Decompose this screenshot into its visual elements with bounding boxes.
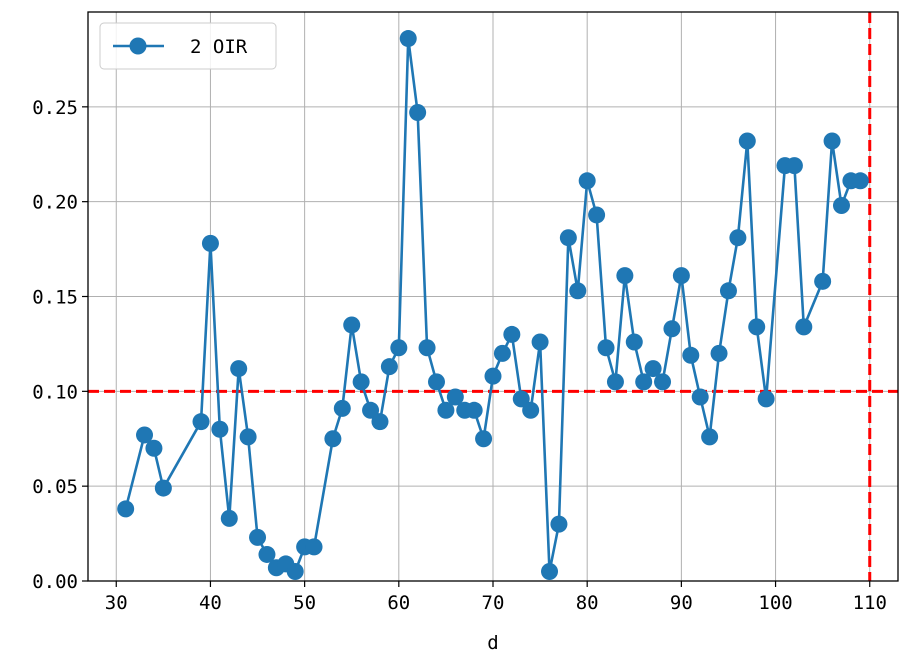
data-point [409,104,427,122]
legend-label: 2 OIR [190,36,248,58]
data-point [569,282,587,300]
data-point [851,172,869,190]
data-point [512,390,530,408]
data-point [136,426,154,444]
legend-marker [129,37,147,55]
x-tick-label: 50 [293,592,316,614]
data-point [380,358,398,376]
data-point [371,413,389,431]
axes: 30 40 50 60 70 80 90 100 110 0.00 0.05 0.10 0.15 0.20… [32,97,887,614]
data-point [832,196,850,214]
x-tick-label: 80 [576,592,599,614]
data-point [399,30,417,48]
data-point [823,132,841,150]
data-point [503,325,521,343]
data-point [437,401,455,419]
data-point [757,390,775,408]
data-point [145,439,163,457]
data-point [550,515,568,533]
data-point [230,360,248,378]
y-tick-label: 0.10 [32,381,78,403]
data-point [333,399,351,417]
x-tick-label: 110 [853,592,887,614]
y-tick-label: 0.25 [32,97,78,119]
y-tick-label: 0.00 [32,571,78,593]
data-point [710,344,728,362]
data-point [343,316,361,334]
data-point [578,172,596,190]
data-point [654,373,672,391]
data-point [117,500,135,518]
data-point [682,346,700,364]
data-point [427,373,445,391]
data-point [465,401,483,419]
data-point [729,229,747,247]
data-point [192,413,210,431]
data-point [484,367,502,385]
data-point [493,344,511,362]
data-point [249,528,267,546]
data-point [748,318,766,336]
x-axis-label: d [487,632,498,653]
data-point [362,401,380,419]
data-point [738,132,756,150]
data-point [446,388,464,406]
y-tick-label: 0.15 [32,287,78,309]
data-point [795,318,813,336]
data-point [606,373,624,391]
data-point [719,282,737,300]
data-point [785,157,803,175]
data-point [672,267,690,285]
data-point [239,428,257,446]
data-point [220,509,238,527]
y-tick-label: 0.05 [32,476,78,498]
data-point [154,479,172,497]
data-point [475,430,493,448]
data-point [201,234,219,252]
legend: 2 OIR [99,22,277,70]
data-point [597,339,615,357]
x-tick-label: 40 [199,592,222,614]
data-point [663,320,681,338]
data-point [390,339,408,357]
data-point [305,538,323,556]
x-tick-label: 90 [670,592,693,614]
data-point [324,430,342,448]
series-layer [117,30,869,581]
x-tick-label: 70 [482,592,505,614]
data-point [352,373,370,391]
x-tick-label: 60 [387,592,410,614]
data-point [635,373,653,391]
legend-box [99,22,277,70]
data-point [559,229,577,247]
data-point [258,545,276,563]
data-point [286,563,304,581]
y-tick-label: 0.20 [32,192,78,214]
data-point [531,333,549,351]
data-point [616,267,634,285]
x-tick-label: 30 [105,592,128,614]
data-point [625,333,643,351]
x-tick-label: 100 [758,592,792,614]
data-point [418,339,436,357]
data-point [588,206,606,224]
data-point [541,563,559,581]
data-point [814,272,832,290]
data-point [644,360,662,378]
data-point [691,388,709,406]
data-point [211,420,229,438]
data-point [522,401,540,419]
data-point [701,428,719,446]
